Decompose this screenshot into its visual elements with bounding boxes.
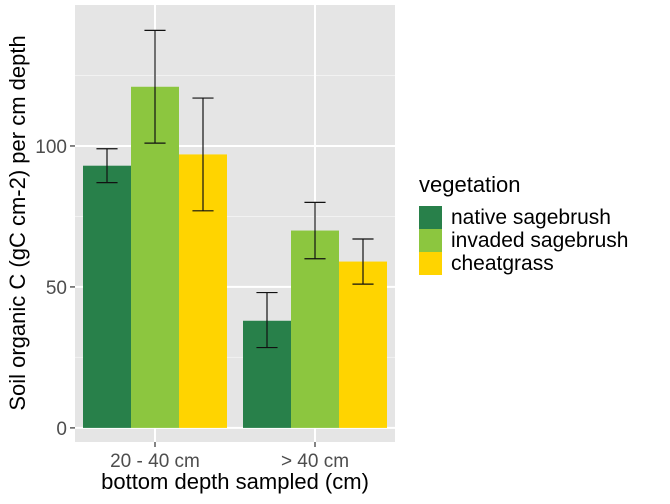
y-axis-title: Soil organic C (gC cm-2) per cm depth xyxy=(5,35,30,410)
y-tick-label: 0 xyxy=(56,419,67,440)
y-tick-label: 100 xyxy=(35,137,67,158)
legend-label: native sagebrush xyxy=(451,206,611,229)
bar xyxy=(291,230,339,428)
y-tick-label: 50 xyxy=(46,278,67,299)
bar xyxy=(339,261,387,428)
x-tick-label: 20 - 40 cm xyxy=(110,451,200,472)
legend-label: invaded sagebrush xyxy=(451,229,628,252)
bar xyxy=(83,165,131,428)
x-axis-title: bottom depth sampled (cm) xyxy=(101,469,369,494)
legend-label: cheatgrass xyxy=(451,252,554,275)
legend-swatch xyxy=(419,206,442,229)
error-bars xyxy=(96,29,374,349)
y-axis: 0 50 100 xyxy=(35,137,75,440)
legend-swatch xyxy=(419,252,442,275)
x-axis: 20 - 40 cm > 40 cm xyxy=(110,442,349,472)
bars xyxy=(83,86,387,428)
legend-title: vegetation xyxy=(419,172,521,197)
x-tick-label: > 40 cm xyxy=(281,451,349,472)
legend-swatch xyxy=(419,229,442,252)
